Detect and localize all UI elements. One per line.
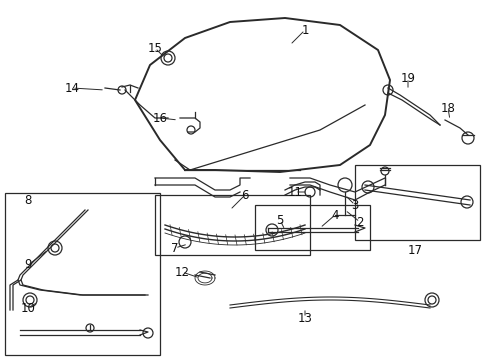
Text: 9: 9 <box>24 258 32 271</box>
Text: 3: 3 <box>350 198 358 212</box>
Bar <box>5 193 160 355</box>
Bar <box>254 205 369 250</box>
Text: 15: 15 <box>147 41 162 54</box>
Text: 13: 13 <box>297 311 312 324</box>
Text: 6: 6 <box>241 189 248 202</box>
Text: 10: 10 <box>20 302 35 315</box>
Text: 12: 12 <box>174 266 189 279</box>
Text: 16: 16 <box>152 112 167 125</box>
Text: 5: 5 <box>276 213 283 226</box>
Text: 4: 4 <box>330 208 338 221</box>
Text: 8: 8 <box>24 194 32 207</box>
Bar <box>155 195 309 255</box>
Text: 11: 11 <box>287 185 302 198</box>
Bar <box>354 165 479 240</box>
Text: 18: 18 <box>440 102 454 114</box>
Text: 17: 17 <box>407 243 422 256</box>
Text: 19: 19 <box>400 72 415 85</box>
Text: 1: 1 <box>301 23 308 36</box>
Text: 2: 2 <box>356 216 363 229</box>
Text: 14: 14 <box>64 81 80 95</box>
Text: 7: 7 <box>171 242 179 255</box>
